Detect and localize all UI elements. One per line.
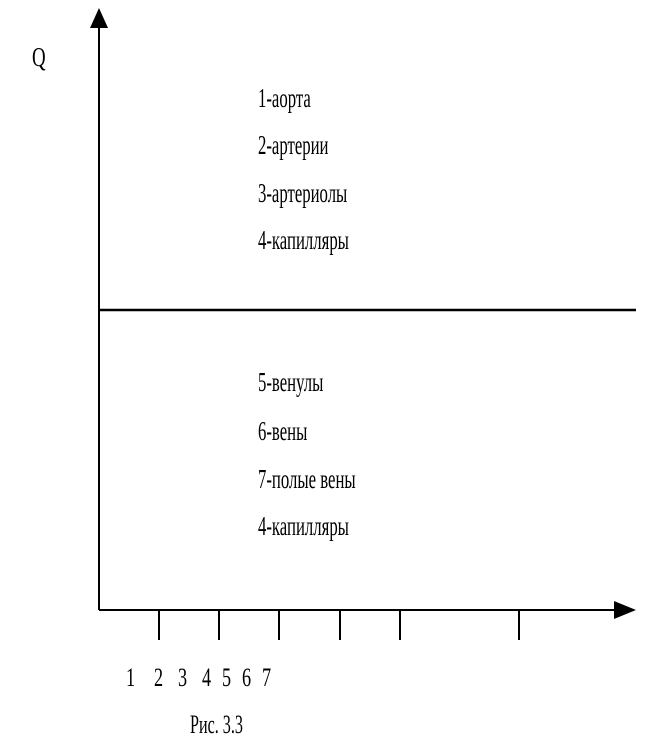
legend-item: 3-артериолы: [258, 178, 347, 208]
legend-item: 5-венулы: [258, 367, 323, 397]
x-tick-label: 7: [262, 663, 271, 692]
x-tick-label: 5: [222, 663, 231, 692]
x-tick-label: 2: [154, 663, 163, 692]
x-tick-label: 4: [202, 663, 211, 692]
x-tick-label: 1: [126, 663, 135, 692]
legend-item: 2-артерии: [258, 130, 329, 160]
legend-lower: 5-венулы 6-вены 7-полые вены 4-капилляры: [258, 367, 356, 541]
y-axis-label: Q: [32, 43, 46, 73]
y-axis-arrow: [90, 8, 108, 28]
legend-item: 6-вены: [258, 416, 307, 446]
x-tick-labels: 1 2 3 4 5 6 7: [126, 663, 271, 692]
x-tick-label: 3: [178, 663, 187, 692]
legend-item: 1-аорта: [258, 83, 311, 113]
legend-item: 7-полые вены: [258, 464, 356, 494]
figure-caption: Рис. 3.3: [190, 710, 243, 739]
legend-upper: 1-аорта 2-артерии 3-артериолы 4-капилляр…: [258, 83, 349, 255]
x-tick-label: 6: [242, 663, 251, 692]
legend-item: 4-капилляры: [258, 511, 349, 541]
legend-item: 4-капилляры: [258, 225, 349, 255]
x-axis-arrow: [614, 601, 636, 619]
